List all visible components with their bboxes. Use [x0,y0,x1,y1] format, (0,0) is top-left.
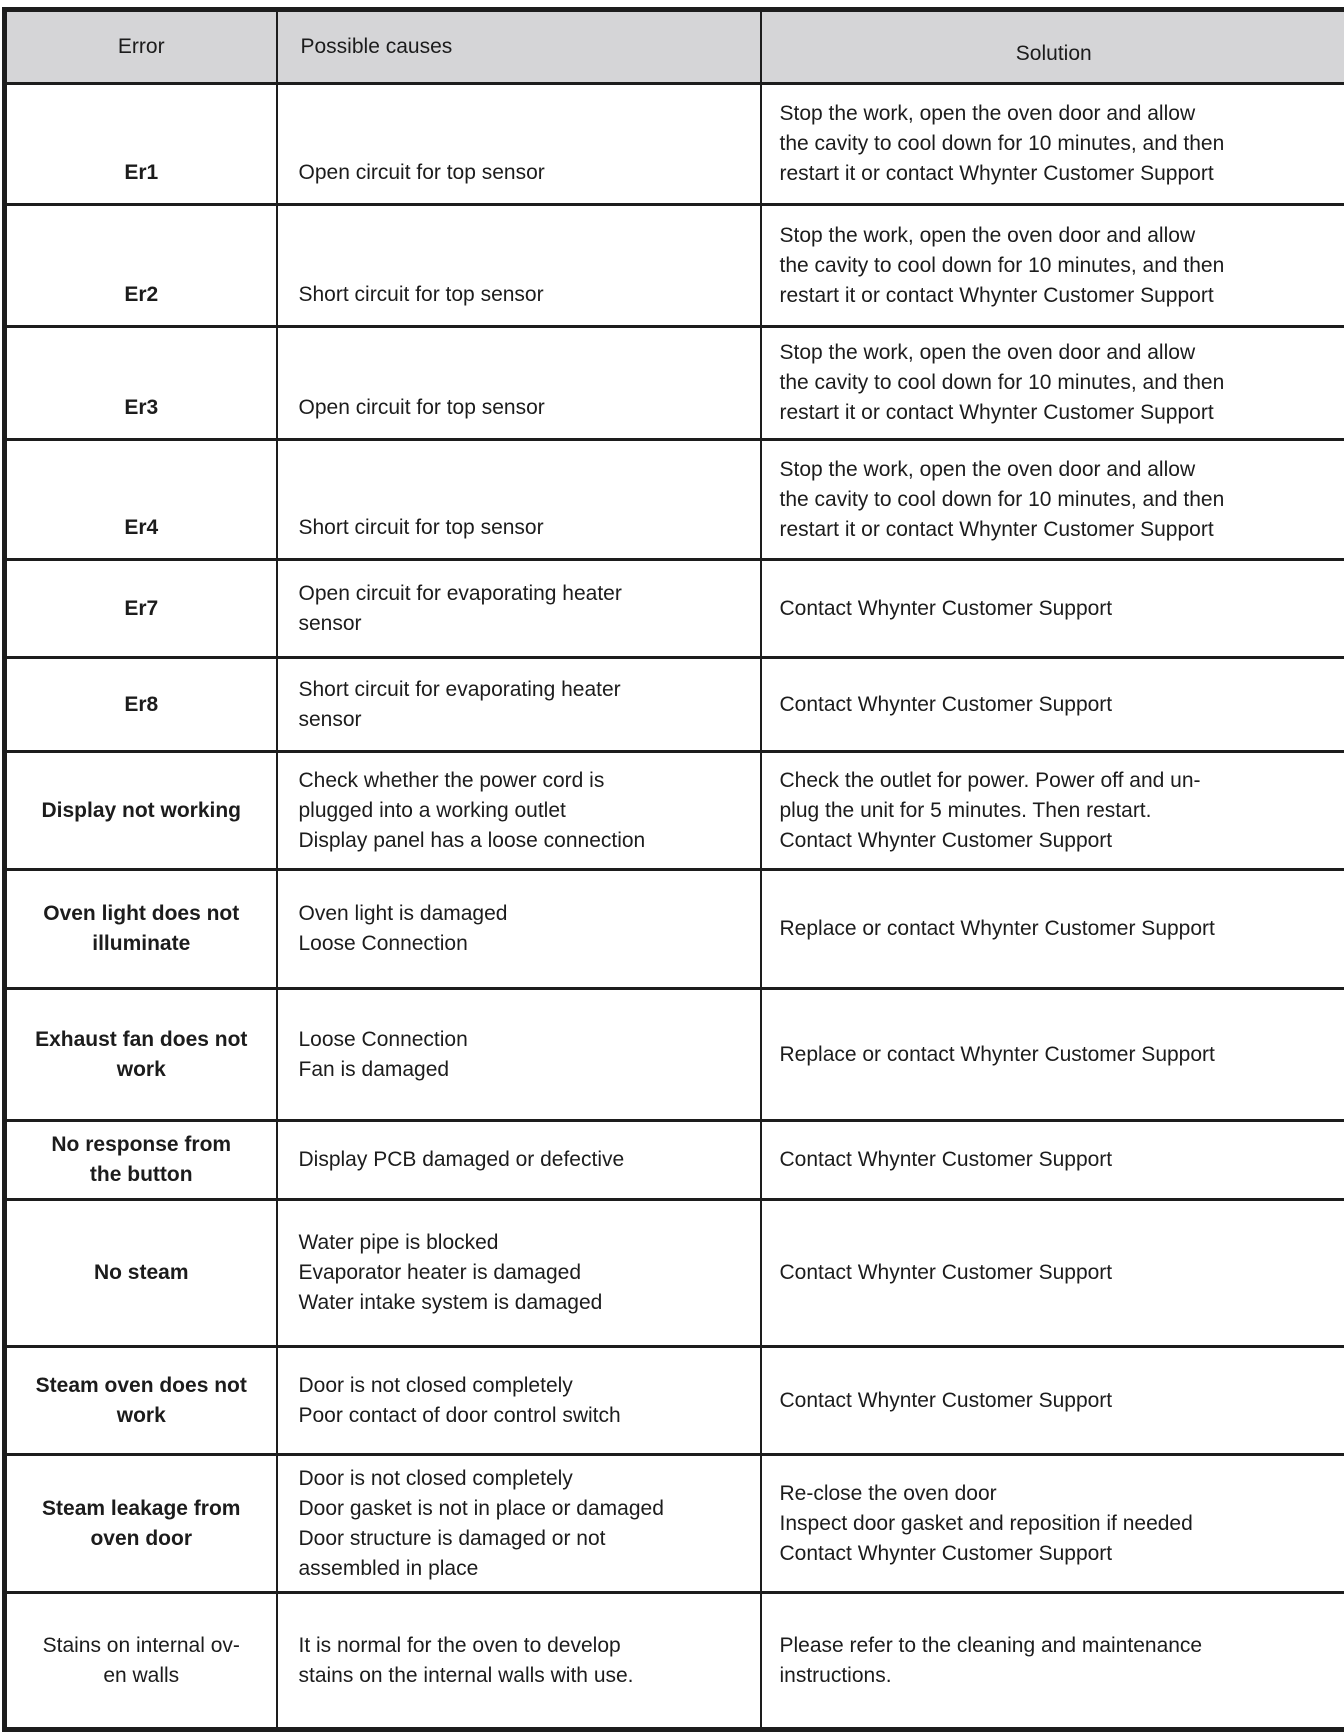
table-row-stains: Stains on internal ov- en walls It is no… [3,1591,1344,1731]
column-header-error: Error [3,8,278,85]
causes-cell: Water pipe is blocked Evaporator heater … [275,1198,762,1348]
error-cell: No response from the button [3,1119,278,1201]
causes-cell: Check whether the power cord is plugged … [275,750,762,871]
causes-cell: Loose Connection Fan is damaged [275,987,762,1122]
table-row-exhaust-fan: Exhaust fan does not work Loose Connecti… [3,987,1344,1122]
column-header-solution: Solution [759,8,1344,85]
solution-cell: Contact Whynter Customer Support [759,1345,1344,1456]
causes-cell: Open circuit for top sensor [275,325,762,441]
table-row-er4: Er4 Short circuit for top sensor Stop th… [3,438,1344,561]
solution-cell: Replace or contact Whynter Customer Supp… [759,868,1344,990]
table-row-steam-oven: Steam oven does not work Door is not clo… [3,1345,1344,1456]
causes-cell: Oven light is damaged Loose Connection [275,868,762,990]
error-cell: Display not working [3,750,278,871]
solution-cell: Replace or contact Whynter Customer Supp… [759,987,1344,1122]
error-cell: Er1 [3,82,278,206]
error-cell: Steam leakage from oven door [3,1453,278,1594]
solution-cell: Stop the work, open the oven door and al… [759,203,1344,328]
error-cell: No steam [3,1198,278,1348]
causes-cell: Short circuit for evaporating heater sen… [275,656,762,753]
error-cell: Stains on internal ov- en walls [3,1591,278,1731]
solution-cell: Contact Whynter Customer Support [759,1198,1344,1348]
table-row-oven-light: Oven light does not illuminate Oven ligh… [3,868,1344,990]
header-row: Error Possible causes Solution [3,8,1344,85]
solution-cell: Please refer to the cleaning and mainten… [759,1591,1344,1731]
solution-cell: Contact Whynter Customer Support [759,656,1344,753]
error-cell: Er4 [3,438,278,561]
table-row-er7: Er7 Open circuit for evaporating heater … [3,558,1344,659]
error-cell: Exhaust fan does not work [3,987,278,1122]
causes-cell: Open circuit for evaporating heater sens… [275,558,762,659]
solution-cell: Stop the work, open the oven door and al… [759,325,1344,441]
table-row-display-not-working: Display not working Check whether the po… [3,750,1344,871]
table-row-no-steam: No steam Water pipe is blocked Evaporato… [3,1198,1344,1348]
solution-cell: Check the outlet for power. Power off an… [759,750,1344,871]
solution-cell: Re-close the oven door Inspect door gask… [759,1453,1344,1594]
table-row-steam-leakage: Steam leakage from oven door Door is not… [3,1453,1344,1594]
solution-cell: Contact Whynter Customer Support [759,1119,1344,1201]
causes-cell: Door is not closed completely Door gaske… [275,1453,762,1594]
table-row-er2: Er2 Short circuit for top sensor Stop th… [3,203,1344,328]
solution-cell: Stop the work, open the oven door and al… [759,438,1344,561]
causes-cell: Open circuit for top sensor [275,82,762,206]
causes-cell: Display PCB damaged or defective [275,1119,762,1201]
column-header-causes: Possible causes [275,8,762,85]
error-cell: Oven light does not illuminate [3,868,278,990]
error-cell: Er2 [3,203,278,328]
error-cell: Er7 [3,558,278,659]
causes-cell: Short circuit for top sensor [275,438,762,561]
troubleshooting-table: Error Possible causes Solution Er1 Open … [2,7,1344,1732]
causes-cell: Door is not closed completely Poor conta… [275,1345,762,1456]
table-row-er8: Er8 Short circuit for evaporating heater… [3,656,1344,753]
table-row-no-response: No response from the button Display PCB … [3,1119,1344,1201]
solution-cell: Stop the work, open the oven door and al… [759,82,1344,206]
error-cell: Steam oven does not work [3,1345,278,1456]
causes-cell: Short circuit for top sensor [275,203,762,328]
error-cell: Er3 [3,325,278,441]
error-cell: Er8 [3,656,278,753]
causes-cell: It is normal for the oven to develop sta… [275,1591,762,1731]
solution-cell: Contact Whynter Customer Support [759,558,1344,659]
table-row-er1: Er1 Open circuit for top sensor Stop the… [3,82,1344,206]
table-row-er3: Er3 Open circuit for top sensor Stop the… [3,325,1344,441]
